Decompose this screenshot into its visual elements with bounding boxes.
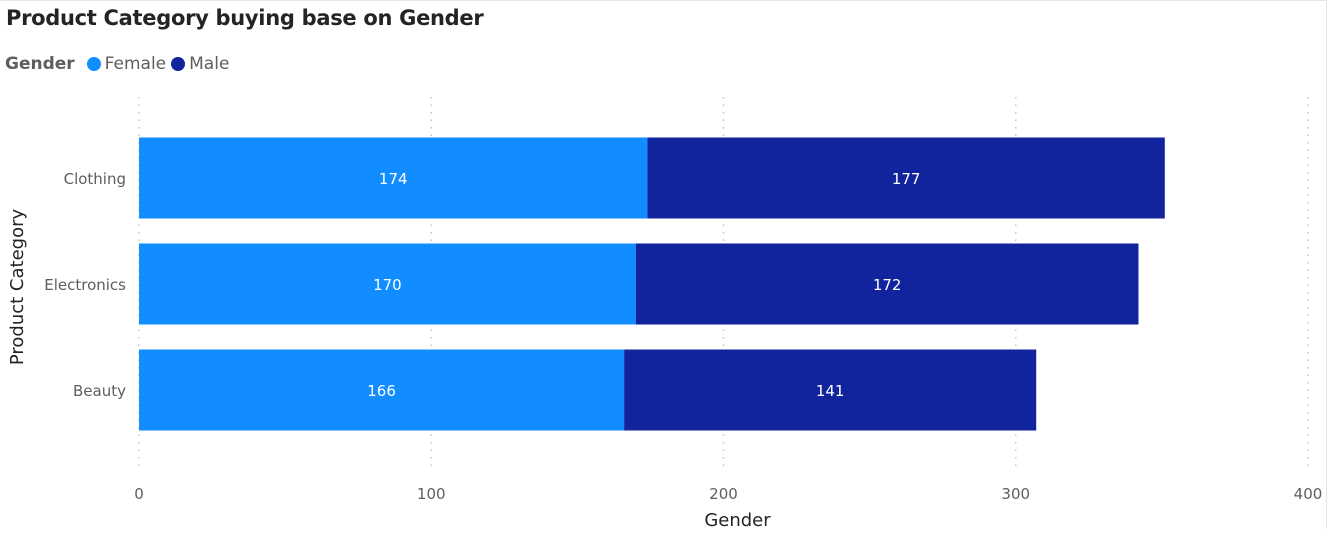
bar-male-electronics [635,243,1139,325]
data-label-female-electronics: 170 [373,276,402,294]
chart-title: Product Category buying base on Gender [6,6,484,30]
legend-item-female[interactable]: Female [86,54,167,74]
y-axis-title: Product Category [7,209,28,366]
x-tick-label-400: 400 [1294,485,1323,503]
y-tick-label-electronics: Electronics [44,276,126,294]
x-tick-label-200: 200 [709,485,738,503]
data-label-female-beauty: 166 [367,382,396,400]
y-tick-label-beauty: Beauty [73,382,126,400]
x-tick-label-100: 100 [417,485,446,503]
bar-female-beauty [139,349,625,431]
x-tick-label-0: 0 [134,485,144,503]
data-label-male-electronics: 172 [873,276,902,294]
x-tick-label-300: 300 [1001,485,1030,503]
legend-swatch-male [171,57,186,71]
legend-title: Gender [5,54,75,74]
bar-female-electronics [139,243,636,325]
legend-swatch-female [86,57,101,71]
bar-female-clothing [139,137,648,219]
legend-label-female: Female [104,54,167,74]
legend-label-male: Male [189,54,230,74]
data-label-male-beauty: 141 [816,382,845,400]
y-tick-label-clothing: Clothing [64,170,126,188]
bar-male-clothing [647,137,1165,219]
data-label-male-clothing: 177 [892,170,921,188]
x-axis-title: Gender [704,510,771,531]
legend-item-male[interactable]: Male [171,54,229,74]
bar-male-beauty [624,349,1037,431]
legend: Gender Female Male [5,53,234,75]
data-label-female-clothing: 174 [379,170,408,188]
